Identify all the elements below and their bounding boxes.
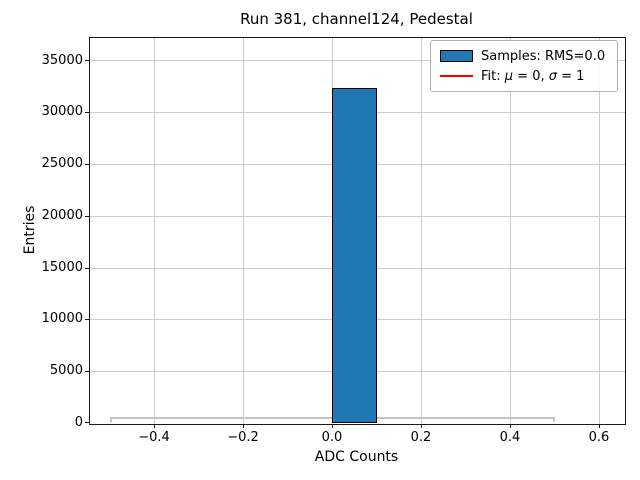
y-tick-label: 30000: [41, 104, 83, 119]
y-tick: [85, 319, 89, 320]
y-tick: [85, 216, 89, 217]
legend: Samples: RMS=0.0 Fit: μ = 0, σ = 1: [430, 40, 618, 92]
x-tick: [332, 424, 333, 428]
x-tick-label: 0.0: [321, 430, 343, 445]
y-tick: [85, 422, 89, 423]
y-tick-label: 0: [74, 415, 83, 430]
x-tick: [243, 424, 244, 428]
fit-line-end: [553, 417, 555, 422]
gridline-x: [243, 38, 244, 424]
histogram-bar: [332, 88, 377, 423]
x-tick-label: 0.2: [410, 430, 432, 445]
fit-line-icon: [440, 75, 473, 77]
y-tick: [85, 112, 89, 113]
x-tick-label: 0.4: [499, 430, 521, 445]
x-axis-label: ADC Counts: [314, 449, 399, 465]
y-tick-label: 35000: [41, 53, 83, 68]
y-tick-label: 20000: [41, 208, 83, 223]
y-tick-label: 15000: [41, 260, 83, 275]
x-tick-label: −0.4: [138, 430, 170, 445]
y-tick-label: 5000: [49, 363, 83, 378]
y-tick: [85, 60, 89, 61]
y-tick-label: 25000: [41, 156, 83, 171]
samples-swatch-icon: [440, 50, 473, 62]
y-tick-label: 10000: [41, 311, 83, 326]
chart-title: Run 381, channel124, Pedestal: [240, 10, 473, 28]
x-tick: [510, 424, 511, 428]
legend-row-fit: Fit: μ = 0, σ = 1: [440, 67, 608, 85]
legend-samples-label: Samples: RMS=0.0: [481, 48, 606, 64]
plot-area: [89, 37, 626, 425]
gridline-x: [154, 38, 155, 424]
x-tick: [599, 424, 600, 428]
y-tick: [85, 371, 89, 372]
legend-fit-label: Fit: μ = 0, σ = 1: [481, 68, 585, 84]
x-tick-label: −0.2: [227, 430, 259, 445]
x-tick-label: 0.6: [588, 430, 610, 445]
gridline-x: [510, 38, 511, 424]
fit-line-end: [110, 417, 112, 422]
gridline-y: [90, 60, 625, 61]
y-tick: [85, 164, 89, 165]
legend-row-samples: Samples: RMS=0.0: [440, 47, 608, 65]
gridline-x: [421, 38, 422, 424]
y-tick: [85, 268, 89, 269]
x-tick: [421, 424, 422, 428]
x-tick: [154, 424, 155, 428]
gridline-x: [599, 38, 600, 424]
